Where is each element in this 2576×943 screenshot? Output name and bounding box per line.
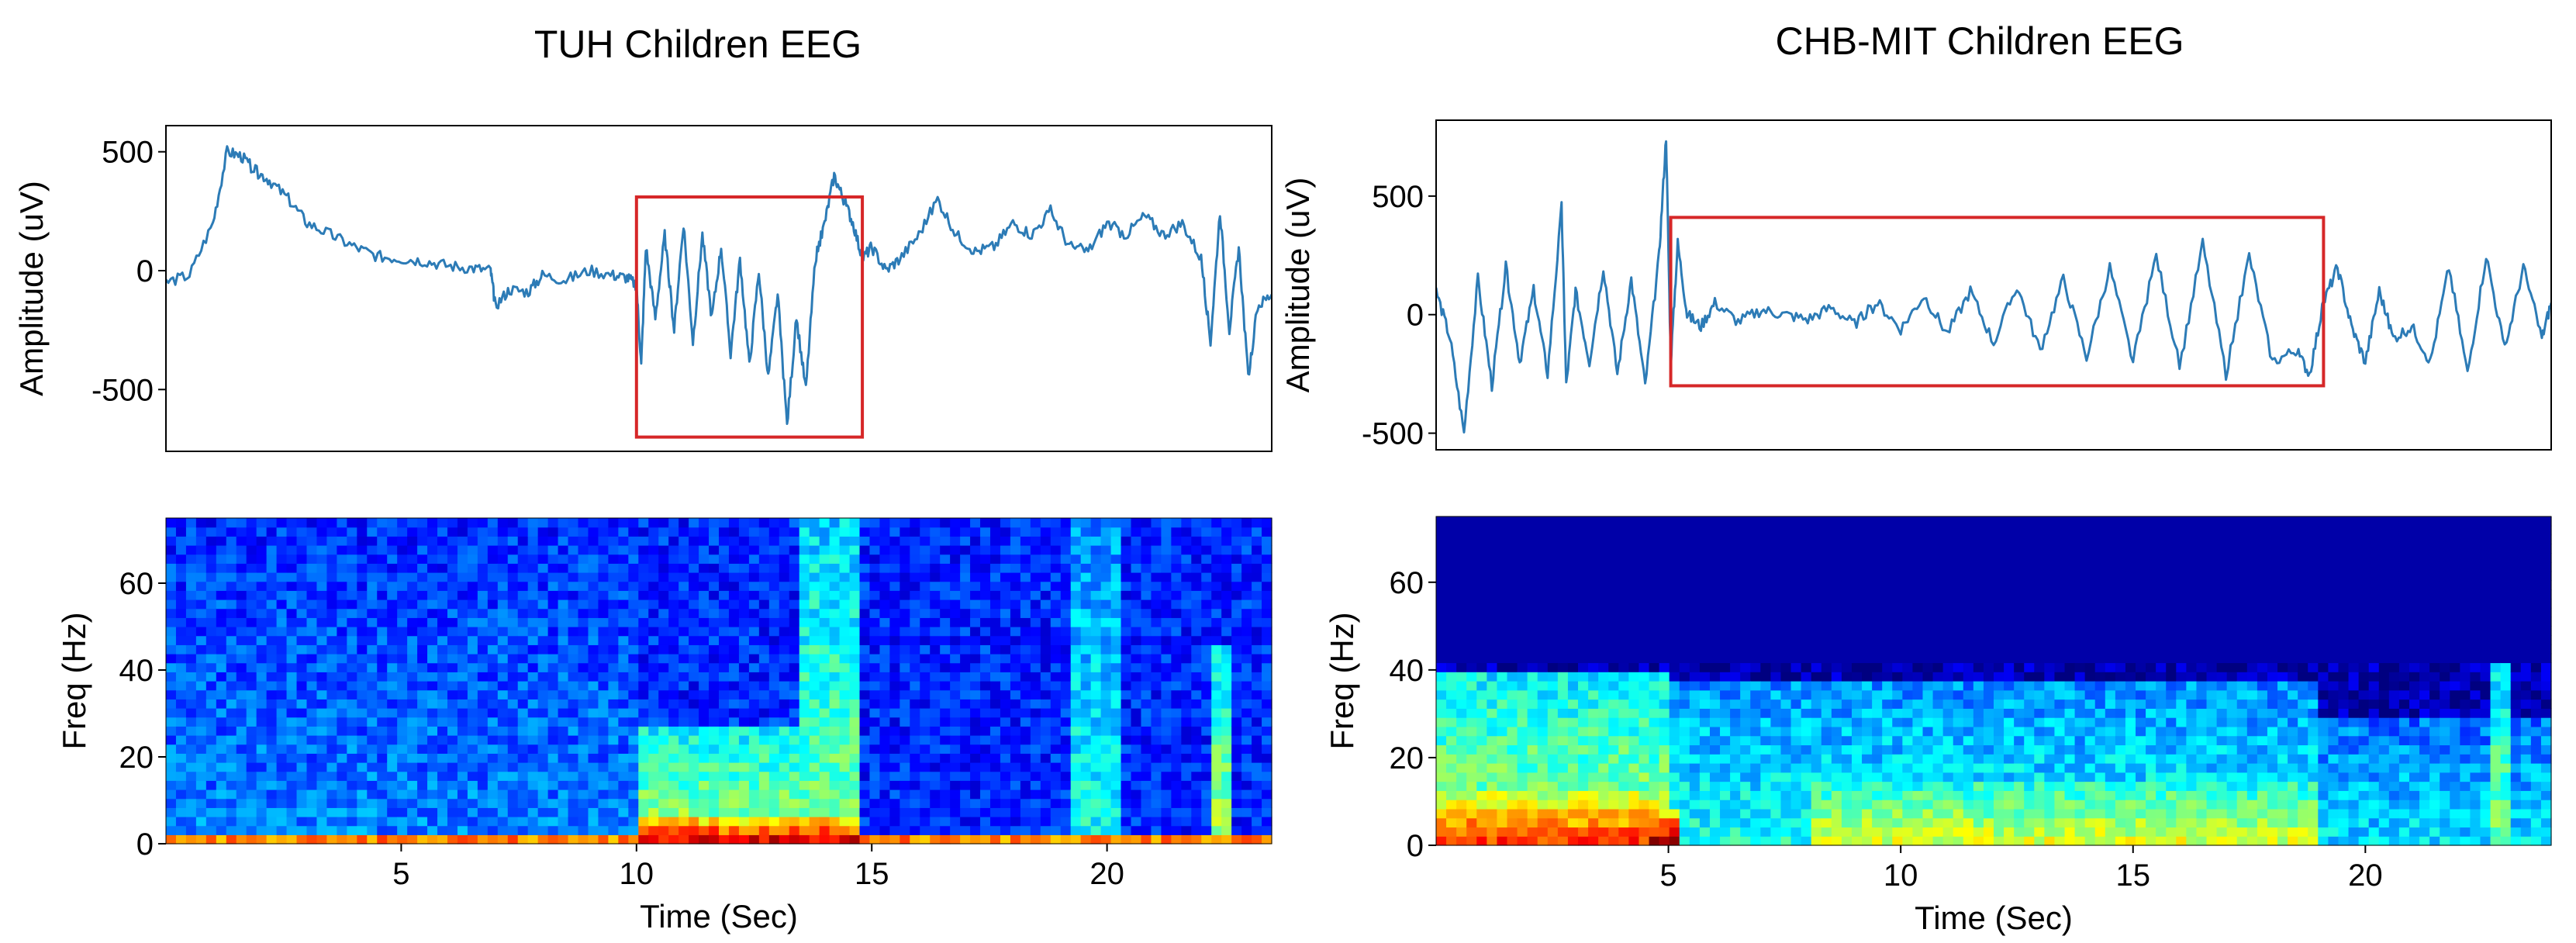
eeg-series-line [1436,140,2551,434]
ytick-label: -500 [1362,417,1424,451]
y-axis-label: Amplitude (uV) [13,181,50,396]
tuh-spec-heatmap [166,518,1272,845]
ytick-label: 500 [1372,180,1424,214]
xtick-label: 10 [620,857,654,891]
ytick-label: 0 [1407,829,1424,863]
ytick-label: 500 [102,136,154,170]
axes-frame [1435,119,2552,451]
ytick-label: 60 [1390,566,1424,600]
ytick-label: 40 [119,654,154,688]
xtick-label: 20 [1089,857,1124,891]
ytick-label: 0 [1407,299,1424,333]
ytick-label: 0 [136,827,154,862]
ytick-label: 40 [1390,654,1424,688]
ytick-label: 60 [119,567,154,601]
chb-eeg-plot-area [1436,140,2551,434]
xtick-label: 5 [1659,858,1676,893]
axes-frame [1435,516,2552,846]
eeg-series-line [166,145,1272,425]
x-axis-label: Time (Sec) [1915,900,2073,936]
ytick-label: 0 [136,254,154,288]
seizure-highlight-box [634,195,865,439]
y-axis-label: Amplitude (uV) [1279,178,1316,393]
ytick-label: -500 [92,373,154,407]
ytick-label: 20 [119,741,154,775]
seizure-highlight-box [1669,216,2326,388]
title-chb: CHB-MIT Children EEG [1775,19,2184,63]
x-axis-label: Time (Sec) [640,898,798,934]
y-axis-label: Freq (Hz) [56,612,92,749]
y-axis-label: Freq (Hz) [1324,612,1360,749]
xtick-label: 20 [2348,858,2383,893]
xtick-label: 15 [855,857,889,891]
title-tuh: TUH Children EEG [534,22,862,66]
tuh-eeg-plot-area [166,145,1272,425]
xtick-label: 15 [2116,858,2151,893]
ytick-label: 20 [1390,741,1424,775]
chb-spec-heatmap [1436,516,2552,846]
xtick-label: 5 [392,857,409,891]
axes-frame [165,517,1272,845]
axes-frame [165,125,1272,452]
xtick-label: 10 [1884,858,1918,893]
